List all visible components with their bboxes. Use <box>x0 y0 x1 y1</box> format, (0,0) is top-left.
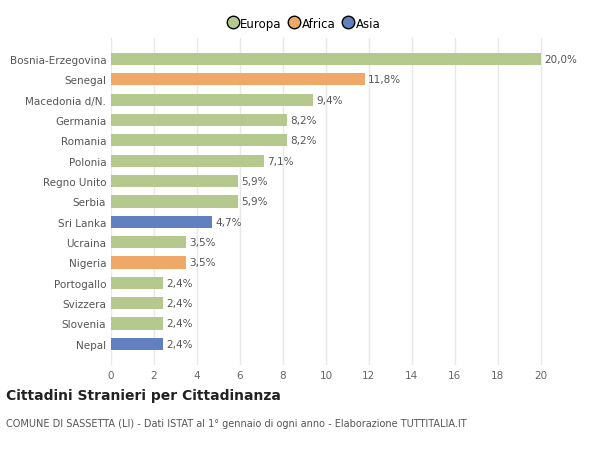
Text: 3,5%: 3,5% <box>190 238 216 247</box>
Bar <box>111 135 287 147</box>
Bar <box>111 338 163 350</box>
Bar <box>111 54 541 66</box>
Bar <box>111 74 365 86</box>
Text: 2,4%: 2,4% <box>166 278 192 288</box>
Bar <box>111 115 287 127</box>
Text: 2,4%: 2,4% <box>166 298 192 308</box>
Text: 7,1%: 7,1% <box>267 157 293 166</box>
Bar <box>111 216 212 228</box>
Bar <box>111 318 163 330</box>
Text: 4,7%: 4,7% <box>215 217 242 227</box>
Bar <box>111 297 163 309</box>
Text: 2,4%: 2,4% <box>166 339 192 349</box>
Bar <box>111 95 313 106</box>
Legend: Europa, Africa, Asia: Europa, Africa, Asia <box>227 16 383 33</box>
Text: 5,9%: 5,9% <box>241 177 268 187</box>
Text: 2,4%: 2,4% <box>166 319 192 329</box>
Bar <box>111 236 186 249</box>
Text: Cittadini Stranieri per Cittadinanza: Cittadini Stranieri per Cittadinanza <box>6 388 281 402</box>
Text: 20,0%: 20,0% <box>544 55 577 65</box>
Text: 8,2%: 8,2% <box>290 116 317 126</box>
Bar <box>111 257 186 269</box>
Bar <box>111 277 163 289</box>
Bar <box>111 155 263 168</box>
Text: 3,5%: 3,5% <box>190 258 216 268</box>
Bar <box>111 176 238 188</box>
Text: 11,8%: 11,8% <box>368 75 401 85</box>
Text: 8,2%: 8,2% <box>290 136 317 146</box>
Text: COMUNE DI SASSETTA (LI) - Dati ISTAT al 1° gennaio di ogni anno - Elaborazione T: COMUNE DI SASSETTA (LI) - Dati ISTAT al … <box>6 418 467 428</box>
Bar <box>111 196 238 208</box>
Text: 9,4%: 9,4% <box>316 95 343 106</box>
Text: 5,9%: 5,9% <box>241 197 268 207</box>
